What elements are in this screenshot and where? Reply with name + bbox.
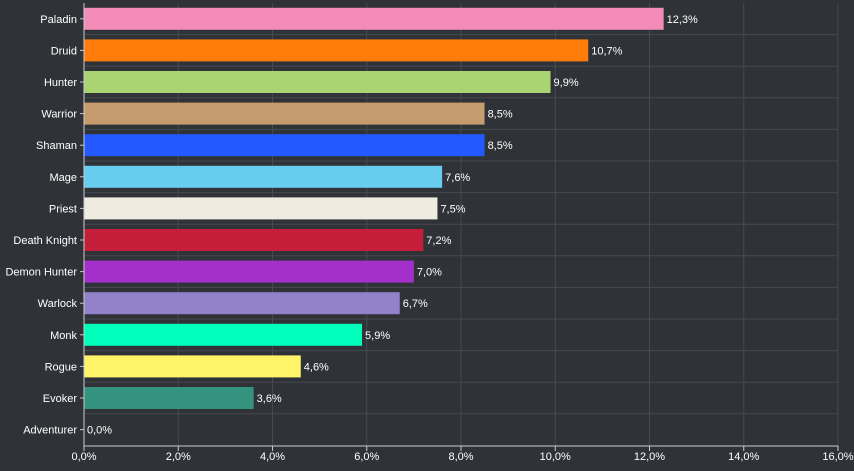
bar-death-knight — [84, 229, 424, 251]
value-label-adventurer: 0,0% — [87, 425, 112, 437]
bar-demon-hunter — [84, 260, 414, 283]
x-tick-label: 12,0% — [634, 451, 665, 463]
bar-warlock — [84, 292, 400, 315]
bar-mage — [84, 165, 443, 188]
x-tick-label: 10,0% — [540, 451, 571, 463]
axes — [80, 3, 839, 451]
category-label-warrior: Warrior — [41, 109, 77, 121]
category-label-priest: Priest — [49, 203, 77, 215]
value-label-warrior: 8,5% — [488, 109, 513, 121]
bar-priest — [84, 197, 438, 220]
value-label-paladin: 12,3% — [667, 14, 698, 26]
bar-paladin — [84, 7, 664, 30]
bar-rogue — [84, 355, 301, 378]
category-label-monk: Monk — [50, 330, 77, 342]
value-label-rogue: 4,6% — [304, 361, 329, 373]
bar-hunter — [84, 71, 551, 93]
value-label-hunter: 9,9% — [554, 77, 579, 89]
x-tick-label: 6,0% — [354, 451, 379, 463]
category-label-demon-hunter: Demon Hunter — [5, 267, 77, 279]
value-label-druid: 10,7% — [591, 45, 622, 57]
x-tick-label: 0,0% — [71, 451, 96, 463]
value-label-shaman: 8,5% — [488, 140, 513, 152]
category-label-warlock: Warlock — [38, 298, 78, 310]
x-tick-label: 16,0% — [822, 451, 853, 463]
grid-lines — [84, 3, 839, 446]
category-label-rogue: Rogue — [45, 361, 77, 373]
value-label-demon-hunter: 7,0% — [417, 267, 442, 279]
value-label-evoker: 3,6% — [257, 393, 282, 405]
value-label-priest: 7,5% — [440, 203, 465, 215]
x-tick-label: 8,0% — [448, 451, 473, 463]
bars — [84, 7, 664, 409]
bar-monk — [84, 323, 363, 346]
category-label-adventurer: Adventurer — [23, 425, 77, 437]
category-label-death-knight: Death Knight — [13, 235, 77, 247]
bar-warrior — [84, 102, 485, 125]
value-label-warlock: 6,7% — [403, 298, 428, 310]
labels: 0,0% 2,0% 4,0% 6,0% 8,0% 10,0% 12,0% 14,0% 16,0%… — [5, 14, 853, 463]
category-label-evoker: Evoker — [43, 393, 78, 405]
category-label-paladin: Paladin — [40, 14, 77, 26]
value-label-death-knight: 7,2% — [426, 235, 451, 247]
x-tick-label: 2,0% — [166, 451, 191, 463]
bar-shaman — [84, 134, 485, 157]
category-label-druid: Druid — [51, 45, 77, 57]
bar-druid — [84, 39, 589, 62]
category-label-hunter: Hunter — [44, 77, 77, 89]
bar-evoker — [84, 387, 254, 409]
x-tick-label: 14,0% — [728, 451, 759, 463]
category-label-mage: Mage — [49, 172, 77, 184]
x-tick-label: 4,0% — [260, 451, 285, 463]
value-label-mage: 7,6% — [445, 172, 470, 184]
category-label-shaman: Shaman — [36, 140, 77, 152]
value-label-monk: 5,9% — [365, 330, 390, 342]
